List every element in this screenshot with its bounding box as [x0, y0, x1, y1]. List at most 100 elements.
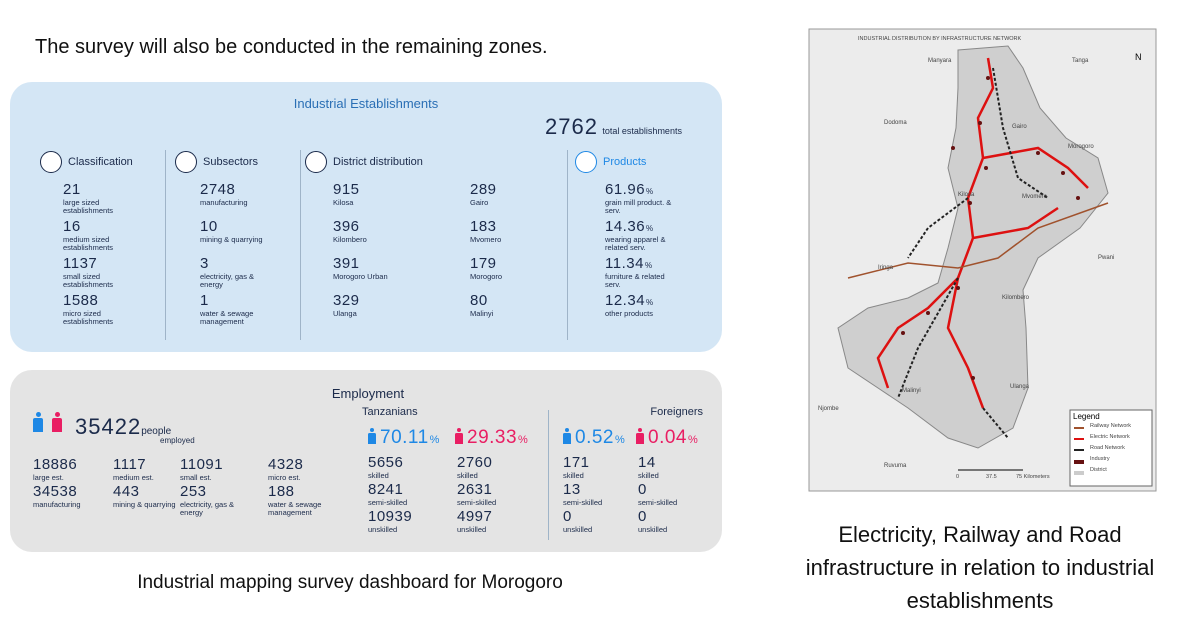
stat-value: 11091: [180, 456, 224, 473]
stat-value: 1: [200, 292, 209, 309]
place-label: Pwani: [1098, 255, 1115, 261]
stat-label: Kilosa: [333, 198, 354, 207]
place-label: Manyara: [928, 58, 952, 64]
stat-value: 5656: [368, 454, 404, 471]
stat-value: 3: [200, 255, 209, 272]
stat: 2760 skilled: [457, 454, 529, 480]
stat-value: 1117: [113, 456, 147, 473]
stat: 179 Morogoro: [470, 255, 542, 281]
section-icon: [305, 151, 327, 173]
stat-label: micro est.: [268, 473, 301, 482]
stat-unit: %: [646, 224, 654, 233]
stat-value: 915: [333, 181, 360, 198]
body: [33, 418, 43, 432]
stat-value: 13: [563, 481, 581, 498]
stat-label: Gairo: [470, 198, 489, 207]
caption: Industrial mapping survey dashboard for …: [137, 572, 563, 593]
stat-value: 179: [470, 255, 497, 272]
stat-value: 16: [63, 218, 81, 235]
stat: 329 Ulanga: [333, 292, 405, 318]
stat-value: 0: [638, 508, 647, 525]
stat-label: water & sewage management: [200, 309, 254, 326]
stat-label: mining & quarrying: [113, 500, 176, 509]
employment-panel: [10, 370, 722, 552]
stat: 8241 semi-skilled: [368, 481, 440, 507]
stat-value: 80: [470, 292, 488, 309]
divider: [165, 150, 166, 340]
stat-value: 29.33: [467, 427, 518, 448]
place-label: Malinyi: [902, 388, 921, 394]
section-icon: [175, 151, 197, 173]
stat-value: 10939: [368, 508, 413, 525]
total: 2762 total establishments: [545, 114, 682, 140]
stat-label: semi-skilled: [457, 498, 497, 507]
stat-label: Morogoro Urban: [333, 272, 388, 281]
stat-label: mining & quarrying: [200, 235, 263, 244]
legend-label: Industry: [1090, 456, 1110, 462]
stat: 396 Kilombero: [333, 218, 405, 244]
person-icon: [636, 428, 644, 444]
place-label: Njombe: [818, 406, 839, 412]
stat: 253 electricity, gas & energy: [180, 483, 252, 517]
stat-unit: %: [614, 434, 625, 446]
stat-value: 0: [638, 481, 647, 498]
stat-label: skilled: [457, 471, 478, 480]
body: [636, 432, 644, 444]
stat-value: 289: [470, 181, 497, 198]
stat-unit: %: [429, 434, 440, 446]
stat: 1588 micro sized establishments: [63, 292, 135, 326]
legend-swatch: [1074, 471, 1084, 475]
total-unit: people: [141, 426, 172, 437]
stat-value: 2760: [457, 454, 493, 471]
stat-unit: %: [518, 434, 528, 446]
head: [457, 428, 461, 432]
stat-value: 14.36: [605, 218, 646, 235]
legend-label: Electric Network: [1090, 434, 1130, 440]
place-label: Mvomero: [1022, 194, 1048, 200]
stat-label: Malinyi: [470, 309, 494, 318]
stat-value: 0.52: [575, 427, 614, 448]
stat-value: 443: [113, 483, 140, 500]
stat: 915 Kilosa: [333, 181, 405, 207]
place-label: Kilombero: [1002, 295, 1030, 301]
stat: 0 unskilled: [638, 508, 710, 534]
divider: [300, 150, 301, 340]
place-label: Kilosa: [958, 192, 975, 198]
stat-unit: %: [644, 261, 653, 270]
stat: 0 semi-skilled: [638, 481, 710, 507]
scale-label: 37.5: [986, 474, 997, 480]
panel-title: Industrial Establishments: [293, 96, 439, 111]
head: [370, 428, 374, 432]
stat-value: 171: [563, 454, 590, 471]
stat-unit: %: [646, 298, 654, 307]
total-label: employed: [160, 436, 195, 445]
legend-title: Legend: [1073, 412, 1100, 421]
stat-label: Morogoro: [470, 272, 503, 281]
body: [455, 432, 463, 444]
section-icon: [40, 151, 62, 173]
stat-value: 188: [268, 483, 295, 500]
header-text: The survey will also be conducted in the…: [35, 36, 548, 58]
head: [35, 412, 41, 417]
stat: 10939 unskilled: [368, 508, 440, 534]
stat: 4997 unskilled: [457, 508, 529, 534]
section-title: Products: [603, 156, 647, 168]
stat-label: unskilled: [457, 525, 487, 534]
group-title: Tanzanians: [362, 406, 418, 418]
stat: 34538 manufacturing: [33, 483, 105, 509]
stat-value: 2748: [200, 181, 236, 198]
stat: 0.52%: [575, 427, 625, 449]
place-label: Tanga: [1072, 58, 1089, 64]
stat-value: 2631: [457, 481, 493, 498]
stat: 1 water & sewage management: [200, 292, 272, 326]
stat: 1137 small sized establishments: [63, 255, 135, 289]
stat-label: medium est.: [113, 473, 154, 482]
stat-label: skilled: [368, 471, 389, 480]
place-label: Morogoro: [1068, 144, 1094, 150]
stat-unit: %: [646, 187, 654, 196]
stat: 443 mining & quarrying: [113, 483, 185, 509]
place-label: Iringa: [878, 265, 894, 271]
stat-label: unskilled: [368, 525, 398, 534]
stat-label: micro sized establishments: [63, 309, 114, 326]
stat: 5656 skilled: [368, 454, 440, 480]
